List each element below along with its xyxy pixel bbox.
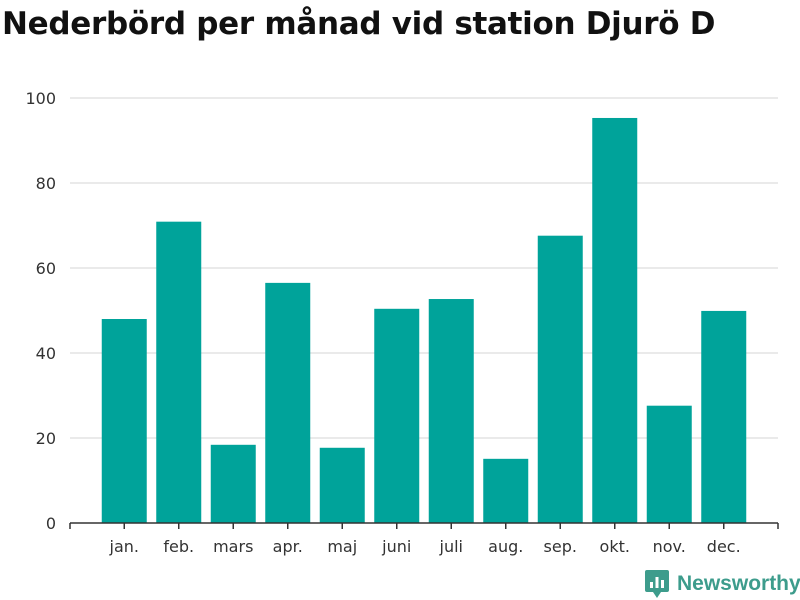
x-tick-label: dec. <box>707 537 741 556</box>
bar-jan <box>101 319 147 523</box>
y-tick-label: 20 <box>36 429 56 448</box>
newsworthy-logo-icon <box>645 570 669 598</box>
y-tick-label: 60 <box>36 259 56 278</box>
y-axis-tick-labels: 0 20 40 60 80 100 <box>25 89 56 533</box>
chart-title: Nederbörd per månad vid station Djurö D <box>2 6 716 42</box>
bar-mars <box>210 444 256 523</box>
x-axis-tick-labels: jan. feb. mars apr. maj juni juli aug. sep. okt. n… <box>109 537 741 556</box>
x-tick-label: maj <box>327 537 357 556</box>
bar-dec <box>701 310 747 523</box>
x-tick-label: aug. <box>488 537 523 556</box>
bar-apr <box>265 282 311 523</box>
bar-juli <box>428 299 474 523</box>
x-tick-label: nov. <box>653 537 686 556</box>
x-tick-label: apr. <box>273 537 303 556</box>
newsworthy-brand: Newsworthy <box>645 570 800 598</box>
bars <box>101 117 747 524</box>
x-tick-label: feb. <box>163 537 194 556</box>
y-tick-label: 0 <box>46 514 56 533</box>
bar-aug <box>483 458 529 523</box>
x-tick-label: mars <box>213 537 253 556</box>
y-tick-label: 80 <box>36 174 56 193</box>
x-tick-label: jan. <box>109 537 139 556</box>
bar-sep <box>537 235 583 523</box>
bar-maj <box>319 447 365 523</box>
bar-okt <box>592 117 638 523</box>
x-tick-label: okt. <box>600 537 630 556</box>
brand-name: Newsworthy <box>677 572 800 595</box>
y-tick-label: 100 <box>25 89 56 108</box>
x-axis <box>69 522 779 529</box>
bar-juni <box>374 308 420 523</box>
y-tick-label: 40 <box>36 344 56 363</box>
x-tick-label: juni <box>381 537 411 556</box>
bar-nov <box>646 405 692 523</box>
x-tick-label: juli <box>439 537 463 556</box>
bar-feb <box>156 221 202 524</box>
x-tick-label: sep. <box>544 537 577 556</box>
